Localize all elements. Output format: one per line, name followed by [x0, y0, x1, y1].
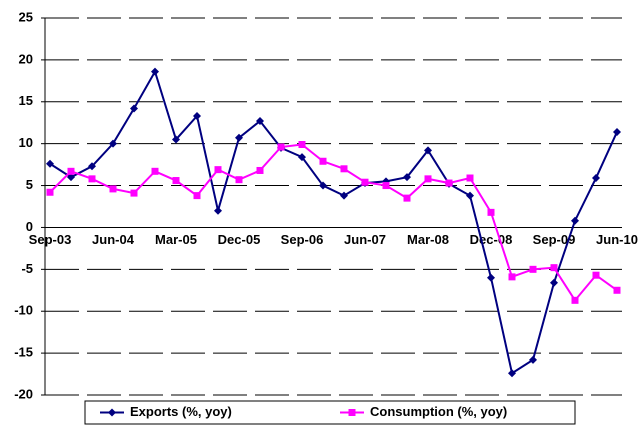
marker	[235, 176, 243, 184]
x-tick-label: Sep-06	[281, 232, 324, 247]
marker	[508, 273, 516, 281]
marker	[319, 157, 327, 165]
marker	[487, 208, 495, 216]
x-tick-label: Jun-07	[344, 232, 386, 247]
y-tick-label: 0	[26, 219, 33, 234]
x-tick-label: Jun-04	[92, 232, 135, 247]
legend-box	[84, 400, 576, 425]
marker	[88, 162, 96, 171]
marker	[403, 173, 411, 182]
marker	[235, 133, 243, 142]
marker	[130, 104, 138, 113]
y-tick-label: -20	[14, 386, 33, 401]
marker	[424, 146, 432, 155]
series-line	[49, 143, 618, 303]
marker	[508, 369, 516, 378]
marker	[550, 278, 558, 287]
marker	[529, 265, 537, 273]
marker	[46, 188, 54, 196]
y-tick-label: -15	[14, 345, 33, 360]
marker	[172, 135, 180, 144]
x-tick-label: Dec-05	[218, 232, 261, 247]
y-tick-label: 25	[19, 9, 33, 24]
marker	[550, 264, 558, 272]
marker	[214, 166, 222, 174]
marker	[193, 112, 201, 121]
marker	[592, 174, 600, 183]
marker	[571, 296, 579, 304]
y-tick-label: 20	[19, 51, 33, 66]
marker	[214, 206, 222, 215]
x-tick-label: Mar-08	[407, 232, 449, 247]
marker	[613, 286, 621, 294]
marker	[46, 159, 54, 168]
legend-label: Exports (%, yoy)	[130, 404, 232, 419]
marker	[466, 174, 474, 182]
marker	[319, 181, 327, 190]
y-tick-label: 15	[19, 93, 33, 108]
marker	[424, 175, 432, 183]
marker	[571, 216, 579, 225]
marker	[88, 175, 96, 183]
y-tick-label: 10	[19, 135, 33, 150]
x-tick-label: Dec-08	[470, 232, 513, 247]
marker	[172, 177, 180, 185]
marker	[67, 173, 75, 182]
legend-label: Consumption (%, yoy)	[370, 404, 507, 419]
marker	[592, 271, 600, 279]
marker	[277, 143, 285, 151]
marker	[109, 139, 117, 148]
y-tick-label: 5	[26, 177, 33, 192]
marker	[109, 185, 117, 193]
marker	[382, 182, 390, 190]
marker	[487, 273, 495, 282]
marker	[256, 166, 264, 174]
marker	[151, 67, 159, 76]
marker	[361, 178, 369, 186]
marker	[445, 179, 453, 187]
marker	[529, 355, 537, 364]
marker	[256, 117, 264, 126]
marker	[151, 167, 159, 175]
marker	[340, 165, 348, 173]
marker	[298, 153, 306, 162]
x-tick-label: Mar-05	[155, 232, 197, 247]
marker	[466, 191, 474, 200]
marker	[298, 141, 306, 149]
y-tick-label: -10	[14, 303, 33, 318]
legend-marker	[108, 408, 116, 417]
marker	[193, 192, 201, 200]
x-tick-label: Jun-10	[596, 232, 638, 247]
legend-marker	[348, 409, 356, 416]
marker	[340, 191, 348, 200]
marker	[130, 189, 138, 197]
y-tick-label: -5	[21, 261, 33, 276]
marker	[403, 194, 411, 202]
series-line	[49, 69, 618, 375]
x-tick-label: Sep-03	[29, 232, 72, 247]
x-tick-label: Sep-09	[533, 232, 576, 247]
marker	[67, 167, 75, 175]
marker	[613, 127, 621, 136]
